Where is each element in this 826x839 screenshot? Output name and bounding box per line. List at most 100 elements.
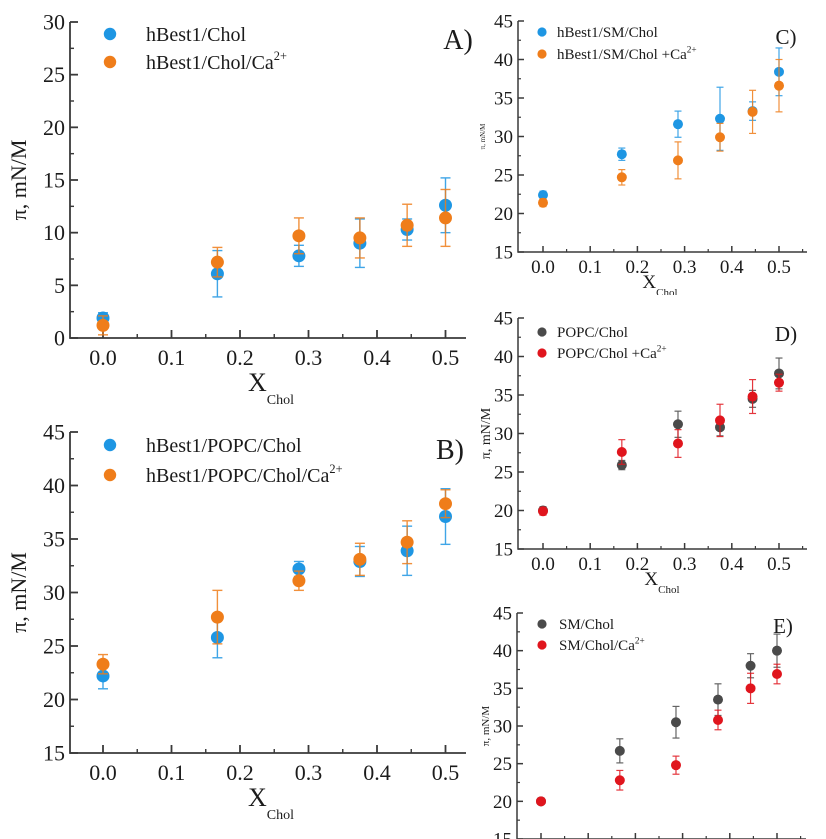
- legend-label: POPC/Chol +Ca2+: [557, 344, 667, 362]
- legend-label-sup: 2+: [635, 636, 645, 646]
- series-hBest1/POPC/Chol/Ca2+: [96, 489, 452, 675]
- y-tick-label: 25: [43, 633, 65, 658]
- panel-B-chart: 15 20 25 30 35 40 45 0.0 0.1 0.2 0.3 0.4 0.5 π, mN/M X…: [6, 419, 466, 823]
- data-point: [672, 438, 683, 449]
- legend: hBest1/Chol hBest1/Chol/Ca2+: [103, 24, 287, 74]
- y-tick-label: 25: [493, 754, 512, 775]
- data-point: [670, 760, 681, 771]
- y-tick-label: 35: [43, 526, 65, 551]
- markers: [536, 669, 782, 807]
- series-hBest1/Chol/Ca2+: [96, 188, 452, 336]
- error-bars: [98, 489, 451, 675]
- y-tick-label: 0: [54, 325, 65, 350]
- x-tick-label: 0.3: [295, 760, 323, 785]
- x-axis-ticks: 0.0 0.1 0.2 0.3 0.4 0.5: [531, 543, 804, 575]
- legend-label-sup: 2+: [274, 49, 287, 63]
- x-axis-ticks: 0.0 0.1 0.2 0.3 0.4 0.5: [89, 330, 459, 370]
- legend-label: POPC/Chol: [557, 325, 628, 341]
- data-point: [353, 552, 367, 566]
- y-axis-ticks: 15 20 25 30 35 40 45: [43, 419, 78, 765]
- data-point: [439, 211, 452, 225]
- legend-marker: [537, 49, 547, 59]
- data-point: [210, 610, 224, 624]
- markers: [536, 645, 782, 807]
- y-tick-label: 15: [494, 539, 513, 560]
- x-axis-label: XChol: [248, 368, 294, 408]
- x-tick-label: 0.1: [578, 554, 602, 575]
- y-axis-label: π, mN/M: [6, 552, 31, 633]
- legend: hBest1/POPC/Chol hBest1/POPC/Chol/Ca2+: [103, 435, 343, 487]
- legend-label-sup: 2+: [657, 344, 667, 354]
- y-tick-label: 20: [43, 115, 65, 140]
- y-tick-label: 10: [43, 220, 65, 245]
- legend-marker: [537, 327, 547, 337]
- data-point: [614, 775, 625, 786]
- series-hBest1/SM/Chol: [538, 47, 784, 201]
- panel-label: E): [773, 614, 793, 638]
- data-point: [616, 446, 627, 457]
- data-point: [670, 717, 681, 728]
- y-tick-label: 20: [494, 204, 513, 225]
- markers: [538, 66, 784, 201]
- data-point: [772, 645, 782, 656]
- x-tick-label: 0.5: [432, 760, 460, 785]
- data-point: [400, 218, 414, 232]
- y-tick-label: 25: [494, 165, 513, 186]
- x-tick-label: 0.1: [158, 345, 186, 370]
- data-point: [614, 745, 625, 756]
- error-bars: [537, 663, 781, 805]
- x-tick-label: 0.0: [89, 760, 117, 785]
- y-tick-label: 25: [494, 462, 513, 483]
- legend-label-sup: 2+: [329, 462, 342, 476]
- x-axis-label-sub: Chol: [656, 287, 677, 295]
- data-point: [538, 197, 548, 208]
- data-point: [745, 683, 756, 694]
- legend-label: hBest1/SM/Chol +Ca2+: [557, 45, 697, 63]
- error-bars: [539, 58, 783, 208]
- y-axis-label: π, mN/M: [6, 140, 31, 221]
- y-tick-label: 45: [494, 11, 513, 32]
- y-tick-label: 35: [494, 88, 513, 109]
- legend-marker: [537, 619, 547, 629]
- y-tick-label: 45: [43, 419, 65, 444]
- x-tick-label: 0.3: [295, 345, 323, 370]
- x-axis-label-sub: Chol: [658, 584, 679, 596]
- legend-marker: [103, 438, 117, 452]
- legend-label: hBest1/SM/Chol: [557, 25, 658, 41]
- data-point: [672, 419, 683, 430]
- data-point: [616, 149, 627, 160]
- y-tick-label: 35: [493, 679, 512, 700]
- x-tick-label: 0.4: [363, 760, 391, 785]
- series-hBest1/SM/Chol +Ca2+: [538, 58, 784, 208]
- x-tick-label: 0.3: [673, 257, 697, 278]
- x-tick-label: 0.5: [767, 554, 791, 575]
- y-tick-label: 15: [43, 167, 65, 192]
- data-point: [96, 657, 110, 671]
- y-tick-label: 30: [493, 716, 512, 737]
- y-tick-label: 20: [43, 687, 65, 712]
- data-point: [292, 574, 306, 588]
- x-axis-label-sub: Chol: [267, 393, 294, 408]
- markers: [96, 211, 452, 332]
- legend-marker: [537, 640, 547, 650]
- x-axis-label-sub: Chol: [267, 808, 294, 823]
- markers: [96, 497, 452, 671]
- legend: SM/Chol SM/Chol/Ca2+: [537, 617, 645, 654]
- y-axis-label: π, mN/M: [480, 407, 494, 459]
- panel-label: B): [436, 435, 464, 466]
- data-point: [747, 106, 758, 117]
- markers: [538, 368, 784, 516]
- legend: POPC/Chol POPC/Chol +Ca2+: [537, 325, 667, 362]
- data-point: [292, 249, 306, 263]
- error-bars: [539, 47, 783, 200]
- data-point: [713, 714, 723, 725]
- y-tick-label: 30: [494, 424, 513, 445]
- legend-label-sup: 2+: [687, 45, 697, 55]
- panel-B: 15 20 25 30 35 40 45 0.0 0.1 0.2 0.3 0.4 0.5 π, mN/M X…: [0, 410, 480, 839]
- data-point: [96, 318, 110, 332]
- y-tick-label: 15: [494, 242, 513, 263]
- panel-A-chart: 0 5 10 15 20 25 30 0.0 0.1 0.2 0.3 0.4 0.5 π, mN/M XCh…: [6, 9, 473, 408]
- y-axis-ticks: 15 20 25 30 35 40 45: [493, 603, 523, 839]
